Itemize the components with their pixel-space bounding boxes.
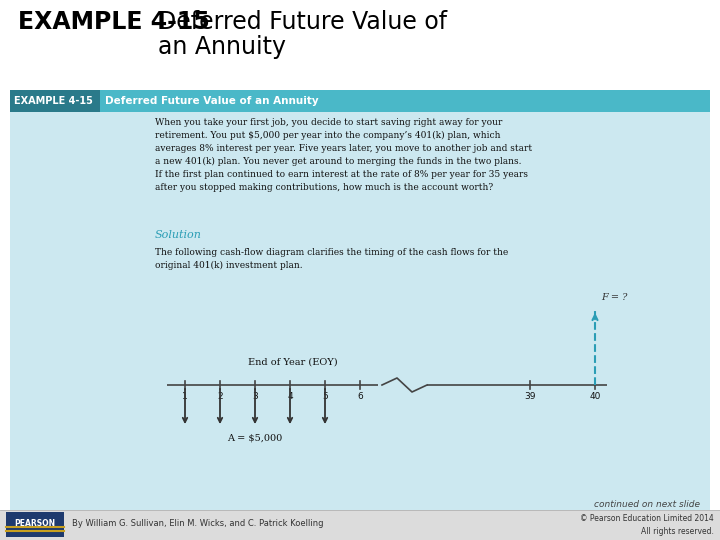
Text: EXAMPLE 4-15: EXAMPLE 4-15 — [18, 10, 210, 34]
Text: When you take your first job, you decide to start saving right away for your
ret: When you take your first job, you decide… — [155, 118, 532, 192]
Text: 3: 3 — [252, 392, 258, 401]
Text: 40: 40 — [589, 392, 600, 401]
Text: EXAMPLE 4-15: EXAMPLE 4-15 — [14, 96, 93, 106]
Text: Solution: Solution — [155, 230, 202, 240]
Text: By William G. Sullivan, Elin M. Wicks, and C. Patrick Koelling: By William G. Sullivan, Elin M. Wicks, a… — [72, 519, 323, 529]
Text: 2: 2 — [217, 392, 222, 401]
Bar — [10, 90, 710, 112]
Text: © Pearson Education Limited 2014
All rights reserved.: © Pearson Education Limited 2014 All rig… — [580, 514, 714, 536]
Text: End of Year (EOY): End of Year (EOY) — [248, 358, 337, 367]
Text: F = ?: F = ? — [601, 293, 627, 302]
Text: continued on next slide: continued on next slide — [594, 500, 700, 509]
Text: 4: 4 — [287, 392, 293, 401]
Bar — [10, 90, 710, 510]
Text: 6: 6 — [357, 392, 363, 401]
Text: 1: 1 — [182, 392, 188, 401]
Text: A = $5,000: A = $5,000 — [228, 433, 283, 442]
Bar — [10, 90, 100, 112]
Text: PEARSON: PEARSON — [14, 519, 55, 529]
Bar — [0, 510, 720, 540]
Bar — [6, 512, 64, 537]
Text: 39: 39 — [524, 392, 536, 401]
Text: 5: 5 — [322, 392, 328, 401]
Text: The following cash-flow diagram clarifies the timing of the cash flows for the
o: The following cash-flow diagram clarifie… — [155, 248, 508, 270]
Text: Deferred Future Value of an Annuity: Deferred Future Value of an Annuity — [105, 96, 319, 106]
Text: an Annuity: an Annuity — [158, 35, 286, 59]
Text: Deferred Future Value of: Deferred Future Value of — [158, 10, 447, 34]
